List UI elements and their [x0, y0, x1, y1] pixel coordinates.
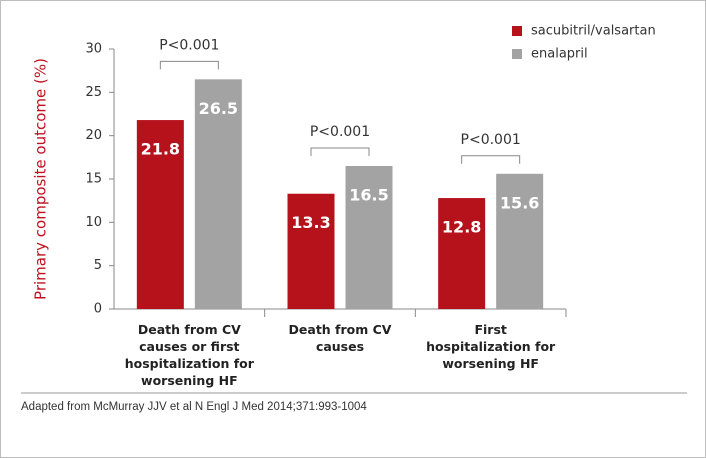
y-tick-label: 20 — [85, 128, 102, 143]
value-label: 15.6 — [500, 193, 539, 212]
bar — [287, 193, 335, 309]
value-label: 13.3 — [291, 213, 330, 232]
x-tick-label: Death from CV causes or first hospitaliz… — [124, 322, 254, 388]
x-tick-label: Death from CV causes — [288, 322, 392, 354]
y-axis-label: Primary composite outcome (%) — [32, 58, 50, 300]
y-tick-label: 30 — [85, 42, 102, 57]
bar — [496, 173, 544, 309]
p-value: P<0.001 — [461, 132, 521, 148]
bar — [136, 120, 184, 309]
legend-swatch — [512, 26, 522, 36]
source-note: Adapted from McMurray JJV et al N Engl J… — [21, 401, 367, 413]
bar — [345, 166, 393, 309]
y-tick-label: 5 — [94, 258, 102, 273]
legend-label: enalapril — [531, 47, 588, 62]
y-tick-label: 10 — [85, 215, 102, 230]
bar — [438, 198, 486, 309]
significance-bracket — [310, 147, 370, 156]
p-value: P<0.001 — [159, 37, 219, 53]
p-value: P<0.001 — [310, 124, 370, 140]
legend-label: sacubitril/valsartan — [531, 24, 656, 39]
x-tick-label: First hospitalization for worsening HF — [426, 322, 556, 371]
value-label: 16.5 — [349, 186, 388, 205]
significance-bracket — [461, 155, 521, 164]
value-label: 12.8 — [442, 218, 481, 237]
y-tick-label: 15 — [85, 172, 102, 187]
value-label: 26.5 — [199, 99, 238, 118]
value-label: 21.8 — [141, 140, 180, 159]
y-tick-label: 25 — [85, 85, 102, 100]
y-tick-label: 0 — [94, 302, 102, 317]
significance-bracket — [159, 60, 219, 70]
legend-swatch — [512, 49, 522, 59]
bar — [194, 79, 242, 309]
